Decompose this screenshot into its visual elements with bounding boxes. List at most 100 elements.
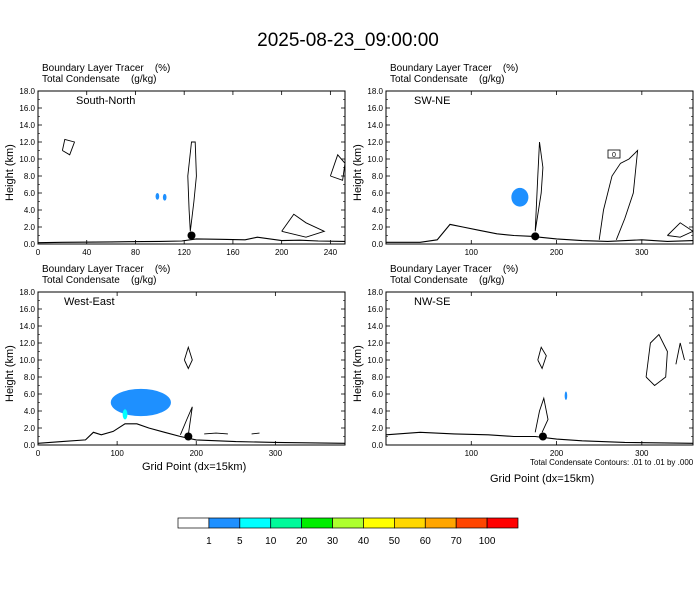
x-tick-label: 0 [36, 248, 41, 257]
panel-title-line1: Boundary Layer Tracer (%) [42, 264, 171, 275]
contour-note: Total Condensate Contours: .01 to .01 by… [530, 458, 694, 467]
terrain-line [38, 423, 345, 444]
x-tick-label: 100 [110, 449, 124, 458]
y-tick-label: 2.0 [372, 424, 384, 433]
tracer-shading [122, 409, 128, 420]
condensate-contour [534, 141, 544, 232]
y-tick-label: 8.0 [372, 373, 384, 382]
colorbar-swatch [363, 517, 395, 529]
y-tick-label: 10.0 [19, 155, 35, 164]
y-tick-label: 6.0 [372, 189, 384, 198]
condensate-contour [281, 213, 326, 238]
y-tick-label: 4.0 [24, 407, 36, 416]
colorbar-level-label: 10 [265, 536, 277, 547]
tracer-shading [155, 193, 160, 200]
colorbar-level-label: 40 [357, 536, 370, 547]
y-tick-label: 18.0 [367, 87, 383, 96]
colorbar-swatch [239, 517, 272, 529]
colorbar-level-label: 30 [326, 536, 339, 547]
y-tick-label: 10.0 [19, 356, 35, 365]
colorbar-level-label: 20 [296, 536, 308, 547]
figure-title: 2025-08-23_09:00:00 [257, 30, 439, 51]
panel-title-line1: Boundary Layer Tracer (%) [390, 264, 519, 275]
tracer-shading [110, 388, 171, 417]
x-tick-label: 200 [275, 248, 289, 257]
tracer-shading [511, 187, 529, 207]
x-tick-label: 300 [635, 248, 649, 257]
panel-title-line2: Total Condensate (g/kg) [42, 275, 157, 286]
colorbar-swatch [394, 517, 426, 529]
y-tick-label: 6.0 [372, 390, 384, 399]
x-tick-label: 240 [324, 248, 338, 257]
y-tick-label: 18.0 [19, 87, 35, 96]
panel-nw-se: 0.0 2.0 4.0 6.0 8.0 10.0 12.0 14.0 16.0 18.0 100 20… [367, 288, 694, 458]
colorbar-swatch [270, 517, 302, 529]
panel-title-line2: Total Condensate (g/kg) [42, 74, 157, 85]
panel-west-east: 0.0 2.0 4.0 6.0 8.0 10.0 12.0 14.0 16.0 18.0 0 100 2… [19, 288, 346, 458]
condensate-contour [598, 149, 639, 240]
x-axis-label: Grid Point (dx=15km) [142, 461, 247, 473]
y-tick-label: 14.0 [367, 322, 383, 331]
condensate-contour [179, 406, 193, 435]
panel-label: NW-SE [414, 296, 450, 308]
panel-title-sw-ne: Boundary Layer Tracer (%) Total Condensa… [390, 63, 518, 85]
y-tick-label: 0.0 [24, 240, 36, 249]
panel-sw-ne: 0 0.0 2.0 4.0 6.0 8.0 10.0 12.0 14.0 16.0 18.0 100 2… [367, 87, 694, 257]
x-tick-label: 300 [269, 449, 283, 458]
y-tick-label: 6.0 [24, 390, 36, 399]
colorbar-level-label: 100 [478, 536, 496, 547]
y-tick-label: 2.0 [24, 424, 36, 433]
colorbar-level-label: 70 [450, 536, 462, 547]
colorbar-swatch [455, 517, 488, 529]
y-tick-label: 16.0 [19, 305, 35, 314]
y-tick-label: 2.0 [24, 223, 36, 232]
condensate-contour [537, 346, 547, 370]
y-tick-label: 16.0 [367, 305, 383, 314]
x-tick-label: 100 [465, 248, 479, 257]
y-tick-label: 6.0 [24, 189, 36, 198]
colorbar-swatch [301, 517, 333, 529]
y-tick-label: 14.0 [19, 322, 35, 331]
y-tick-label: 4.0 [372, 206, 384, 215]
colorbar-level-label: 50 [388, 536, 400, 547]
x-tick-label: 100 [465, 449, 479, 458]
y-tick-label: 8.0 [24, 373, 36, 382]
x-tick-label: 200 [190, 449, 204, 458]
y-tick-label: 12.0 [19, 138, 35, 147]
x-tick-label: 40 [82, 248, 91, 257]
y-tick-label: 12.0 [19, 339, 35, 348]
panel-title-west-east: Boundary Layer Tracer (%) Total Condensa… [42, 264, 170, 286]
condensate-contour [183, 345, 193, 370]
colorbar-swatch [424, 517, 457, 529]
x-tick-label: 160 [226, 248, 240, 257]
panel-label: South-North [76, 95, 135, 107]
colorbar-level-label: 5 [237, 536, 243, 547]
y-tick-label: 0.0 [24, 441, 36, 450]
location-marker [187, 231, 196, 240]
condensate-contour [675, 342, 685, 365]
condensate-contour [645, 333, 668, 387]
y-tick-label: 12.0 [367, 339, 383, 348]
y-tick-label: 0.0 [372, 441, 384, 450]
y-tick-label: 16.0 [367, 104, 383, 113]
colorbar-swatch [486, 517, 519, 529]
tracer-shading [162, 193, 167, 201]
panel-label: West-East [64, 296, 115, 308]
colorbar-swatch [208, 517, 241, 529]
contour-label-box [607, 149, 621, 159]
terrain-line [386, 223, 693, 243]
y-tick-label: 8.0 [372, 172, 384, 181]
y-tick-label: 8.0 [24, 172, 36, 181]
y-tick-label: 10.0 [367, 356, 383, 365]
y-tick-label: 18.0 [19, 288, 35, 297]
condensate-contour [187, 141, 197, 232]
x-tick-label: 0 [36, 449, 41, 458]
panel-title-line1: Boundary Layer Tracer (%) [390, 63, 519, 74]
location-marker [184, 432, 193, 441]
panel-title-nw-se: Boundary Layer Tracer (%) Total Condensa… [390, 264, 518, 286]
colorbar-level-label: 1 [206, 536, 212, 547]
y-tick-label: 10.0 [367, 155, 383, 164]
panel-title-line1: Boundary Layer Tracer (%) [42, 63, 171, 74]
